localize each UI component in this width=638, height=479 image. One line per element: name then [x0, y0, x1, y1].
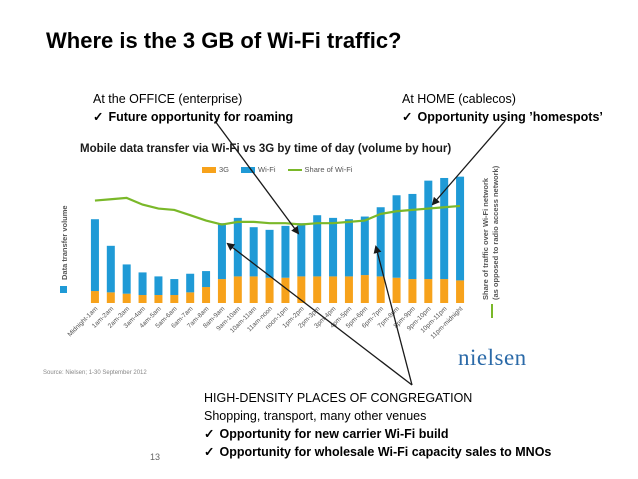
- congregation-callout-line3-row: ✓ Opportunity for new carrier Wi-Fi build: [204, 425, 551, 443]
- bar-wifi-7: [202, 271, 211, 288]
- y2-axis-label: (as opposed to radio access network): [491, 165, 500, 300]
- bar-3g-10: [249, 276, 258, 303]
- legend-label-wifi: Wi-Fi: [258, 165, 276, 174]
- bar-wifi-1: [106, 245, 115, 293]
- bar-wifi-20: [408, 193, 417, 280]
- bar-wifi-6: [186, 273, 195, 293]
- legend-swatch-3g: [202, 166, 216, 173]
- bar-wifi-0: [90, 219, 99, 292]
- legend-swatch-share: [287, 168, 302, 171]
- bar-3g-11: [265, 277, 274, 303]
- bar-wifi-19: [392, 195, 401, 278]
- bar-wifi-15: [329, 217, 338, 277]
- y-axis-label: Data transfer volume: [60, 205, 69, 280]
- home-callout-line1: At HOME (cablecos): [402, 92, 516, 106]
- bar-3g-4: [154, 295, 163, 303]
- x-tick-labels: Midnight-1am1am-2am2am-3am3am-4am4am-5am…: [67, 305, 465, 340]
- bar-3g-3: [138, 295, 147, 303]
- bar-3g-5: [170, 295, 179, 303]
- legend-item-wifi: Wi-Fi: [241, 165, 276, 174]
- bar-3g-18: [376, 276, 385, 303]
- arrow-congregation-left: [226, 242, 413, 386]
- congregation-callout-line4-row: ✓ Opportunity for wholesale Wi-Fi capacit…: [204, 443, 551, 461]
- arrow-office: [214, 120, 300, 235]
- bar-3g-13: [297, 276, 306, 303]
- bar-3g-6: [186, 292, 195, 303]
- bar-wifi-5: [170, 279, 179, 296]
- bar-3g-2: [122, 293, 131, 303]
- bar-3g-0: [90, 291, 99, 303]
- share-of-wifi-line: [94, 196, 461, 226]
- bar-wifi-13: [297, 223, 306, 277]
- checkmark-icon: ✓: [204, 445, 215, 459]
- office-callout-line1: At the OFFICE (enterprise): [93, 92, 243, 106]
- bar-3g-9: [233, 276, 242, 303]
- bar-wifi-22: [440, 177, 449, 280]
- bar-3g-22: [440, 279, 449, 303]
- congregation-callout: HIGH-DENSITY PLACES OF CONGREGATION Shop…: [204, 389, 551, 461]
- congregation-callout-line1: HIGH-DENSITY PLACES OF CONGREGATION: [204, 391, 473, 405]
- share-line-layer: [94, 196, 461, 226]
- bar-wifi-21: [424, 180, 433, 280]
- bar-wifi-3: [138, 272, 147, 296]
- office-callout: At the OFFICE (enterprise) ✓ Future oppor…: [93, 90, 293, 126]
- bar-wifi-11: [265, 229, 274, 278]
- bar-wifi-14: [313, 215, 322, 277]
- bar-3g-12: [281, 277, 290, 303]
- bar-wifi-18: [376, 207, 385, 277]
- bar-3g-17: [360, 275, 369, 303]
- legend-label-3g: 3G: [219, 165, 230, 174]
- bar-3g-16: [344, 276, 353, 303]
- office-callout-line2: Future opportunity for roaming: [108, 110, 294, 124]
- callout-arrows: [214, 120, 506, 386]
- bar-wifi-12: [281, 225, 290, 278]
- bar-wifi-23: [456, 176, 465, 281]
- legend-swatch-wifi: [241, 166, 256, 173]
- congregation-callout-line3: Opportunity for new carrier Wi-Fi build: [219, 427, 449, 441]
- source-note: Source: Nielsen; 1-30 September 2012: [43, 370, 147, 376]
- bar-3g-15: [329, 276, 338, 303]
- congregation-callout-line4: Opportunity for wholesale Wi-Fi capacity…: [219, 445, 552, 459]
- checkmark-icon: ✓: [204, 427, 215, 441]
- bar-wifi-17: [360, 216, 369, 276]
- bar-3g-8: [217, 279, 226, 303]
- y-axis-marker: [60, 286, 67, 293]
- home-callout-line2-row: ✓ Opportunity using ’homespots’: [402, 108, 603, 126]
- y-axis-labels: Data transfer volume Share of traffic ove…: [60, 165, 500, 318]
- chart-title: Mobile data transfer via Wi-Fi vs 3G by …: [80, 143, 452, 155]
- bar-wifi-9: [233, 217, 242, 277]
- slide-title: Where is the 3 GB of Wi-Fi traffic?: [46, 28, 402, 53]
- legend-item-3g: 3G: [202, 165, 229, 174]
- checkmark-icon: ✓: [402, 110, 413, 124]
- congregation-callout-line2: Shopping, transport, many other venues: [204, 409, 427, 423]
- bar-3g-14: [313, 276, 322, 303]
- bar-wifi-2: [122, 264, 131, 294]
- bar-wifi-8: [217, 223, 226, 280]
- bars-layer: [90, 176, 465, 303]
- home-callout-line2: Opportunity using ’homespots’: [417, 110, 603, 124]
- bar-3g-20: [408, 279, 417, 303]
- arrow-congregation-right: [373, 245, 413, 386]
- bar-3g-1: [106, 292, 115, 303]
- office-callout-line2-row: ✓ Future opportunity for roaming: [93, 108, 293, 126]
- bar-wifi-16: [344, 219, 353, 277]
- legend-item-share: Share of Wi-Fi: [287, 165, 353, 174]
- bar-wifi-10: [249, 227, 258, 277]
- bar-3g-19: [392, 277, 401, 303]
- legend-label-share: Share of Wi-Fi: [304, 165, 353, 174]
- bar-3g-7: [202, 287, 211, 303]
- y2-axis-label: Share of traffic over Wi-Fi network: [481, 177, 490, 300]
- page-number: 13: [150, 452, 161, 462]
- arrow-home: [431, 120, 506, 206]
- bar-3g-21: [424, 279, 433, 303]
- home-callout: At HOME (cablecos) ✓ Opportunity using ’h…: [402, 90, 603, 126]
- bar-3g-23: [456, 280, 465, 303]
- bar-wifi-4: [154, 276, 163, 296]
- checkmark-icon: ✓: [93, 110, 104, 124]
- chart-legend: 3G Wi-Fi Share of Wi-Fi: [202, 165, 364, 174]
- nielsen-logo: nielsen: [458, 345, 527, 370]
